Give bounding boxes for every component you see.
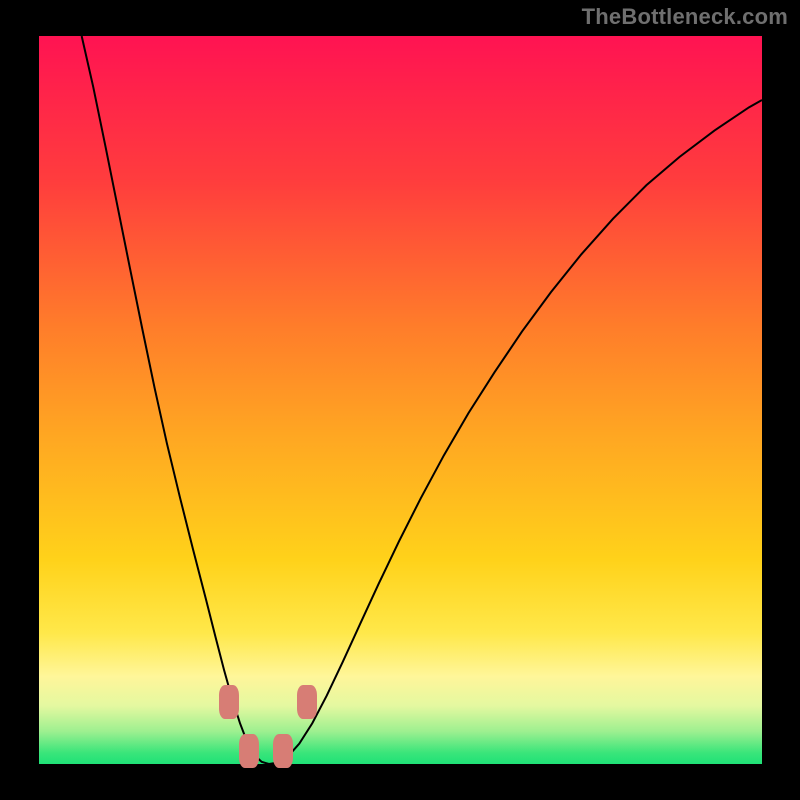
curve-marker: [273, 734, 293, 768]
figure-canvas: TheBottleneck.com: [0, 0, 800, 800]
curve-right: [269, 100, 762, 764]
curve-marker: [219, 685, 239, 719]
curves-svg: [39, 36, 762, 764]
curve-left: [82, 36, 269, 764]
plot-area: [39, 36, 762, 764]
watermark-text: TheBottleneck.com: [582, 4, 788, 30]
curve-marker: [239, 734, 259, 768]
curve-marker: [297, 685, 317, 719]
